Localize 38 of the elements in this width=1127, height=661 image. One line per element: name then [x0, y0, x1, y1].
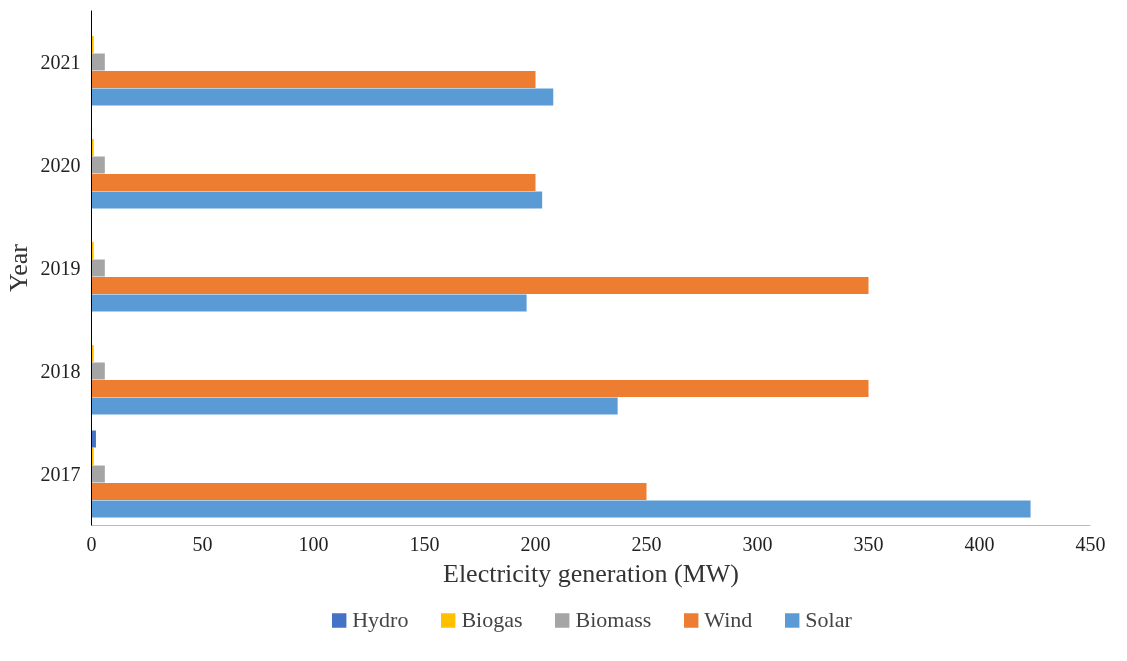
y-tick-label: 2021 [40, 51, 81, 73]
bar [91, 276, 869, 295]
bar [91, 465, 105, 483]
x-tick-label: 0 [86, 532, 97, 555]
x-tick-label: 400 [964, 532, 995, 555]
bar [91, 362, 105, 380]
x-tick-label: 50 [192, 532, 213, 555]
legend-label: Hydro [352, 607, 409, 633]
legend-label: Wind [704, 607, 753, 633]
y-tick-label: 2017 [40, 463, 81, 485]
y-tick-label: 2020 [40, 154, 81, 176]
bar [91, 53, 105, 71]
y-tick-label: 2018 [40, 360, 81, 382]
x-axis-title: Electricity generation (MW) [443, 558, 739, 588]
legend-label: Solar [805, 607, 852, 633]
x-tick-label: 450 [1075, 532, 1106, 555]
y-axis-title: Year [3, 243, 33, 292]
x-tick-label: 300 [742, 532, 773, 555]
x-tick-label: 350 [853, 532, 884, 555]
x-tick-label: 100 [298, 532, 329, 555]
y-tick-label: 2019 [40, 257, 81, 279]
x-tick-label: 250 [631, 532, 662, 555]
bar [91, 294, 527, 312]
bar [91, 500, 1031, 518]
bar [91, 430, 96, 448]
bar [91, 191, 543, 209]
bar [91, 397, 618, 415]
x-tick-label: 150 [409, 532, 440, 555]
bar [91, 482, 647, 501]
bar [91, 173, 536, 192]
x-tick-label: 200 [520, 532, 551, 555]
bar [91, 156, 105, 174]
bar [91, 88, 554, 106]
bar [91, 70, 536, 89]
legend-label: Biogas [461, 607, 523, 633]
legend-label: Biomass [575, 607, 652, 633]
bar [91, 259, 105, 277]
bar [91, 379, 869, 398]
